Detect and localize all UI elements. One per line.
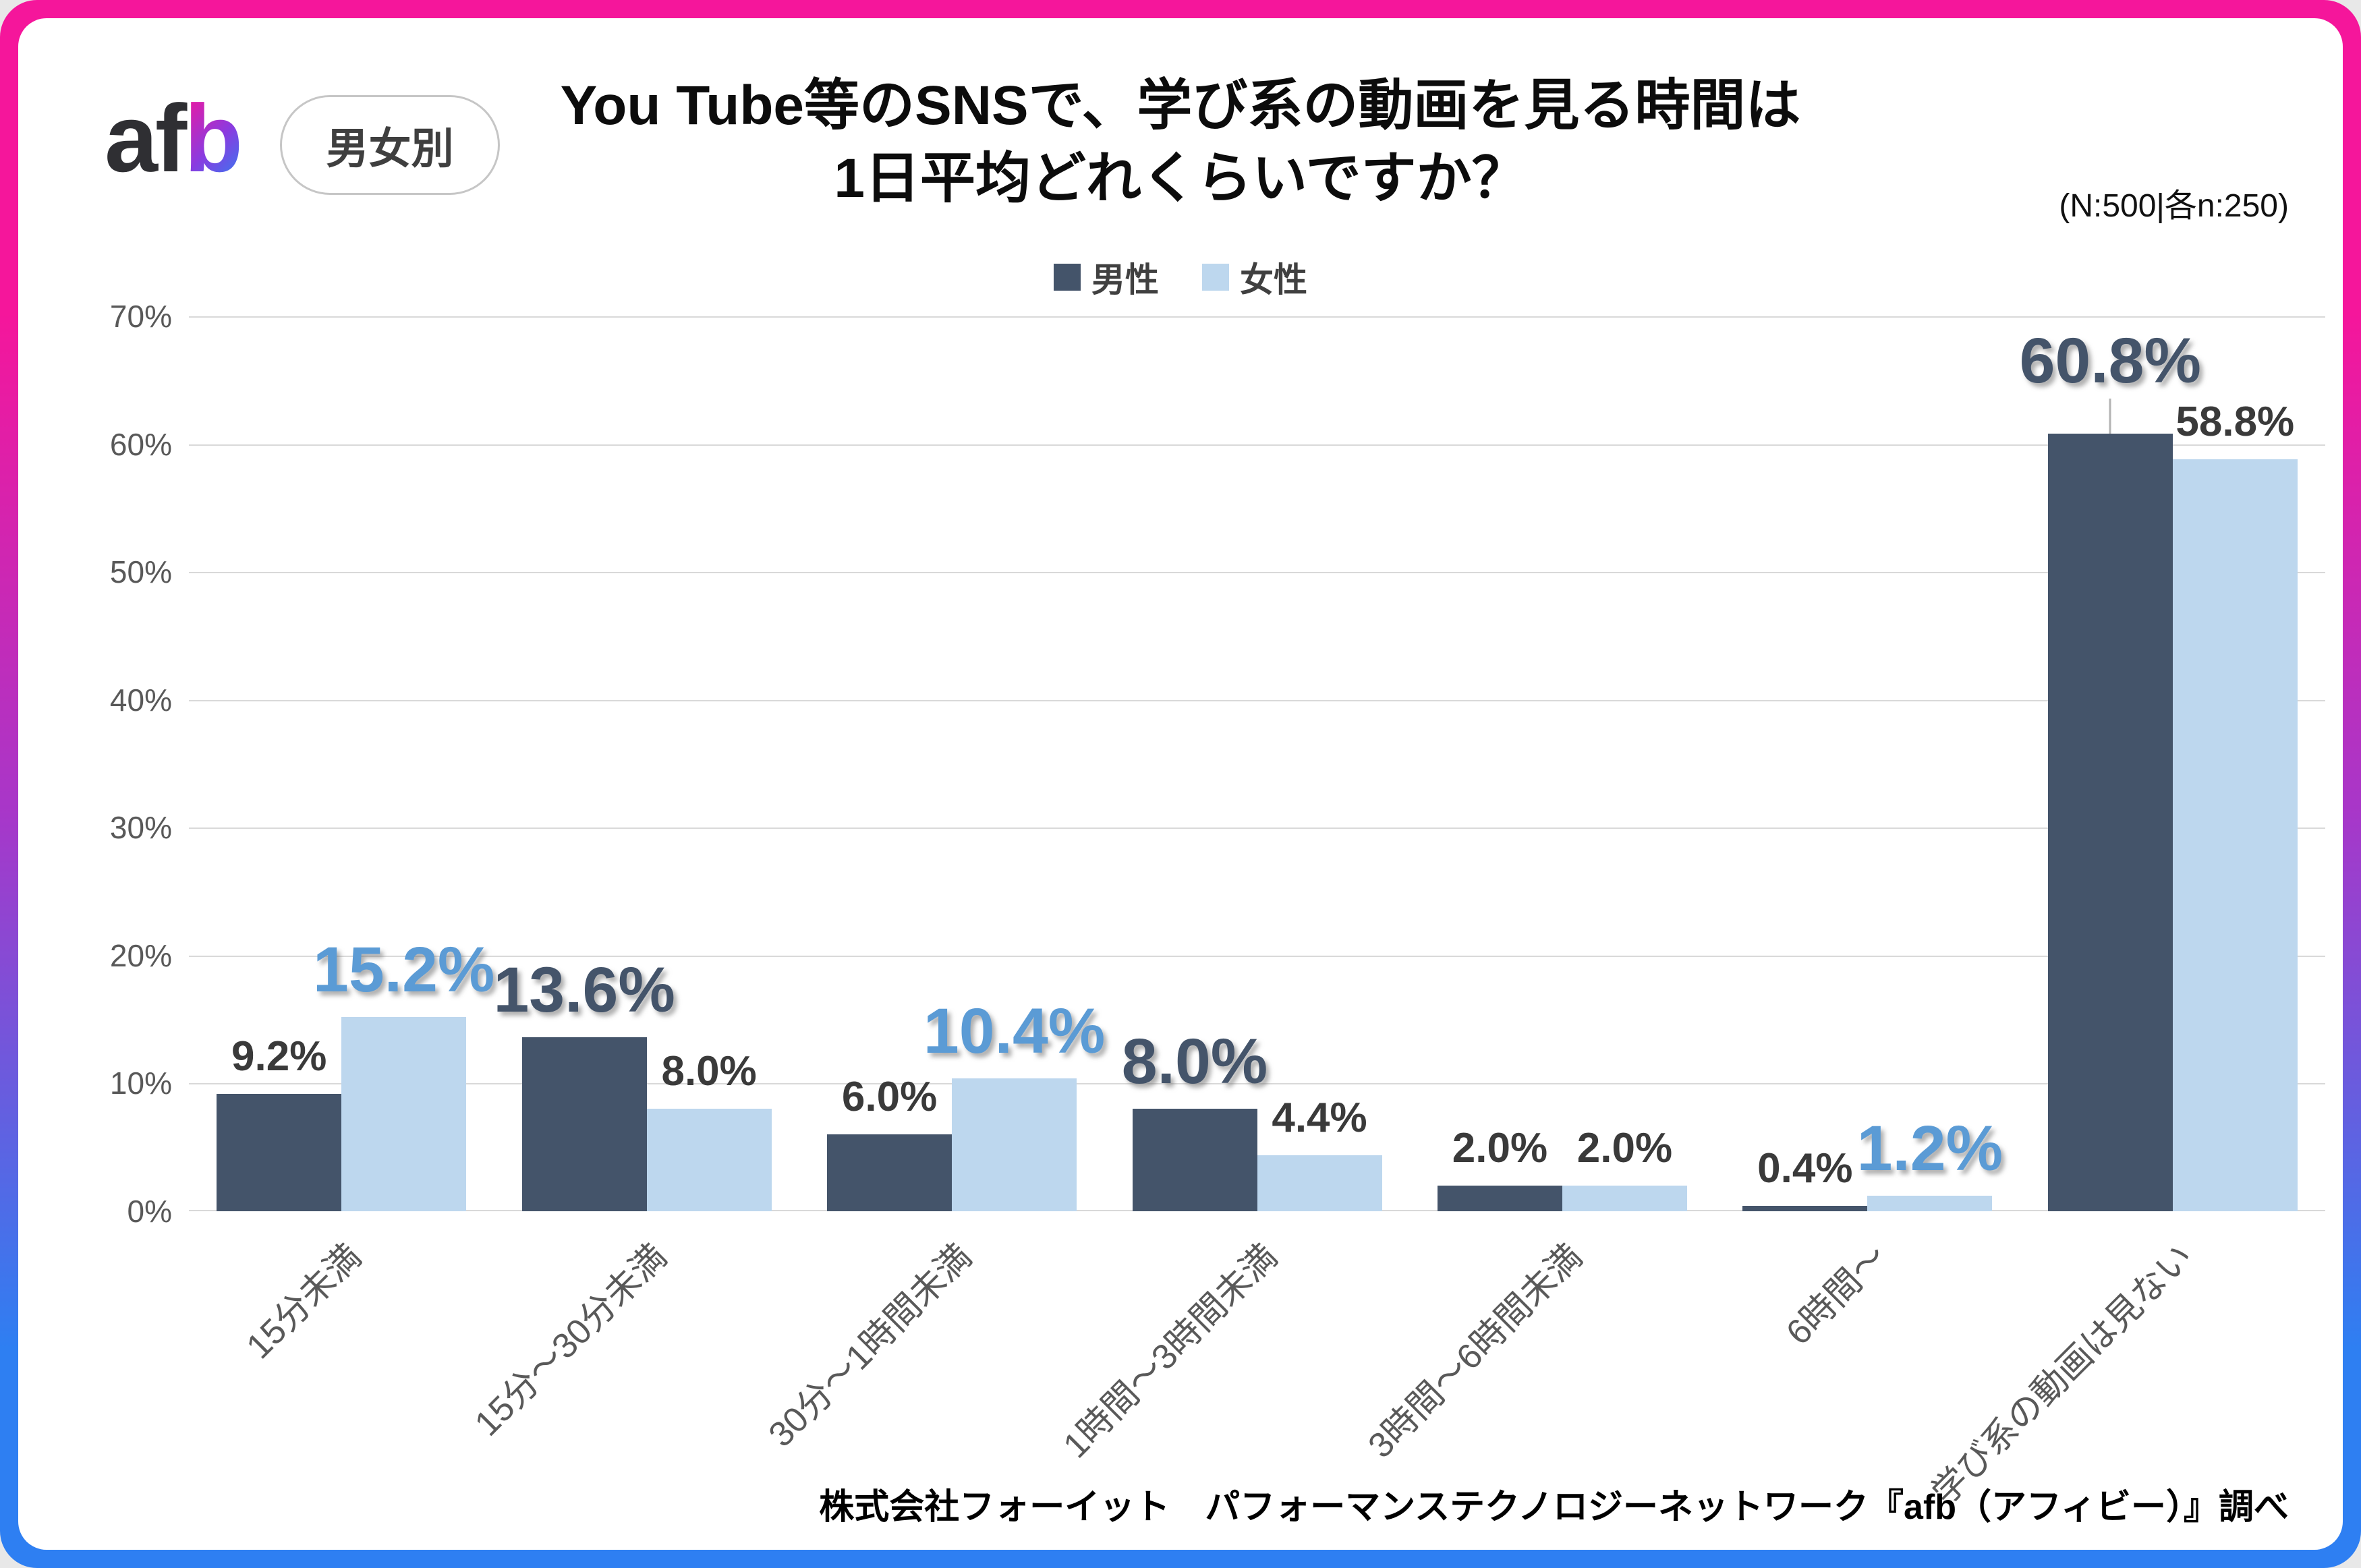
legend-swatch-1 — [1202, 264, 1229, 291]
y-axis-tick-50%: 50% — [109, 554, 172, 590]
legend-item-1: 女性 — [1202, 253, 1307, 301]
logo-text-af: af — [105, 85, 187, 192]
x-axis-label-学び系の動画は見ない: 学び系の動画は見ない — [1924, 1236, 2200, 1513]
data-label-女性-15分〜30分未満: 8.0% — [661, 1048, 757, 1095]
legend-label-1: 女性 — [1240, 261, 1307, 299]
legend-label-0: 男性 — [1091, 261, 1159, 299]
x-axis-label-3時間〜6時間未満: 3時間〜6時間未満 — [1361, 1236, 1590, 1466]
y-axis-tick-20%: 20% — [109, 937, 172, 973]
afb-logo: afb — [105, 91, 243, 187]
x-axis-label-15分未満: 15分未満 — [239, 1236, 370, 1367]
x-axis-label-1時間〜3時間未満: 1時間〜3時間未満 — [1056, 1236, 1285, 1466]
bar-女性-15分未満 — [341, 1016, 467, 1211]
y-axis-tick-40%: 40% — [109, 682, 172, 718]
bar-女性-15分〜30分未満 — [646, 1109, 772, 1211]
grid-line-70% — [189, 316, 2325, 318]
grid-line-60% — [189, 444, 2325, 446]
grid-line-20% — [189, 955, 2325, 957]
y-axis-tick-60%: 60% — [109, 426, 172, 462]
bar-男性-30分〜1時間未満 — [827, 1134, 952, 1211]
logo-text-b: b — [184, 85, 243, 192]
data-label-女性-1時間〜3時間未満: 4.4% — [1272, 1094, 1367, 1141]
data-label-男性-15分未満: 9.2% — [231, 1033, 327, 1080]
chart-title: You Tube等のSNSで、学び系の動画を見る時間は 1日平均どれくらいですか… — [561, 69, 1801, 215]
y-axis-tick-30%: 30% — [109, 810, 172, 846]
bar-男性-学び系の動画は見ない — [2047, 434, 2173, 1211]
card: afb 男女別 You Tube等のSNSで、学び系の動画を見る時間は 1日平均… — [18, 18, 2343, 1550]
grid-line-30% — [189, 827, 2325, 830]
legend-swatch-0 — [1054, 264, 1081, 291]
source-note: 株式会社フォーイット パフォーマンステクノロジーネットワーク『afb（アフィビー… — [819, 1488, 2289, 1527]
chart-title-line2: 1日平均どれくらいですか？ — [834, 148, 1527, 210]
data-label-男性-学び系の動画は見ない: 60.8% — [2019, 325, 2201, 397]
legend-item-0: 男性 — [1054, 253, 1159, 301]
data-label-男性-30分〜1時間未満: 6.0% — [841, 1074, 938, 1121]
bar-女性-6時間〜 — [1867, 1196, 1993, 1211]
plot-area: 0% 10% 20% 30% 40% 50% 60% 70% 9.2% 15.2% 15分未満 13.… — [110, 301, 2325, 1513]
data-label-女性-6時間〜: 1.2% — [1856, 1113, 2003, 1185]
bar-女性-3時間〜6時間未満 — [1562, 1186, 1687, 1211]
bar-男性-15分未満 — [217, 1093, 342, 1211]
bar-男性-3時間〜6時間未満 — [1437, 1186, 1562, 1211]
data-label-女性-3時間〜6時間未満: 2.0% — [1576, 1125, 1673, 1172]
data-label-女性-30分〜1時間未満: 10.4% — [923, 995, 1106, 1067]
legend: 男性 女性 — [1054, 253, 1307, 301]
bar-男性-6時間〜 — [1742, 1206, 1868, 1211]
data-label-男性-6時間〜: 0.4% — [1757, 1145, 1853, 1192]
x-axis-label-6時間〜: 6時間〜 — [1779, 1236, 1896, 1353]
chart-title-line1: You Tube等のSNSで、学び系の動画を見る時間は — [560, 75, 1801, 136]
bar-男性-15分〜30分未満 — [521, 1037, 647, 1211]
data-label-男性-1時間〜3時間未満: 8.0% — [1121, 1026, 1268, 1098]
grid-line-40% — [189, 699, 2325, 701]
gender-split-badge: 男女別 — [280, 95, 500, 195]
y-axis-tick-10%: 10% — [109, 1066, 172, 1101]
data-label-男性-15分〜30分未満: 13.6% — [493, 954, 675, 1026]
grid-line-50% — [189, 572, 2325, 574]
x-axis-label-15分〜30分未満: 15分〜30分未満 — [467, 1236, 675, 1444]
x-axis-label-30分〜1時間未満: 30分〜1時間未満 — [761, 1236, 979, 1455]
grid-line-10% — [189, 1083, 2325, 1085]
bar-女性-1時間〜3時間未満 — [1257, 1155, 1382, 1211]
bar-男性-1時間〜3時間未満 — [1132, 1109, 1257, 1211]
bar-女性-学び系の動画は見ない — [2172, 459, 2298, 1211]
y-axis-tick-70%: 70% — [109, 299, 172, 334]
data-label-女性-15分未満: 15.2% — [313, 933, 495, 1006]
label-leader-line — [2109, 399, 2111, 434]
bar-女性-30分〜1時間未満 — [952, 1078, 1077, 1211]
data-label-男性-3時間〜6時間未満: 2.0% — [1452, 1125, 1548, 1172]
data-label-女性-学び系の動画は見ない: 58.8% — [2175, 399, 2295, 446]
sample-size-note: (N:500|各n:250) — [2059, 188, 2289, 224]
y-axis-tick-0%: 0% — [127, 1194, 172, 1229]
